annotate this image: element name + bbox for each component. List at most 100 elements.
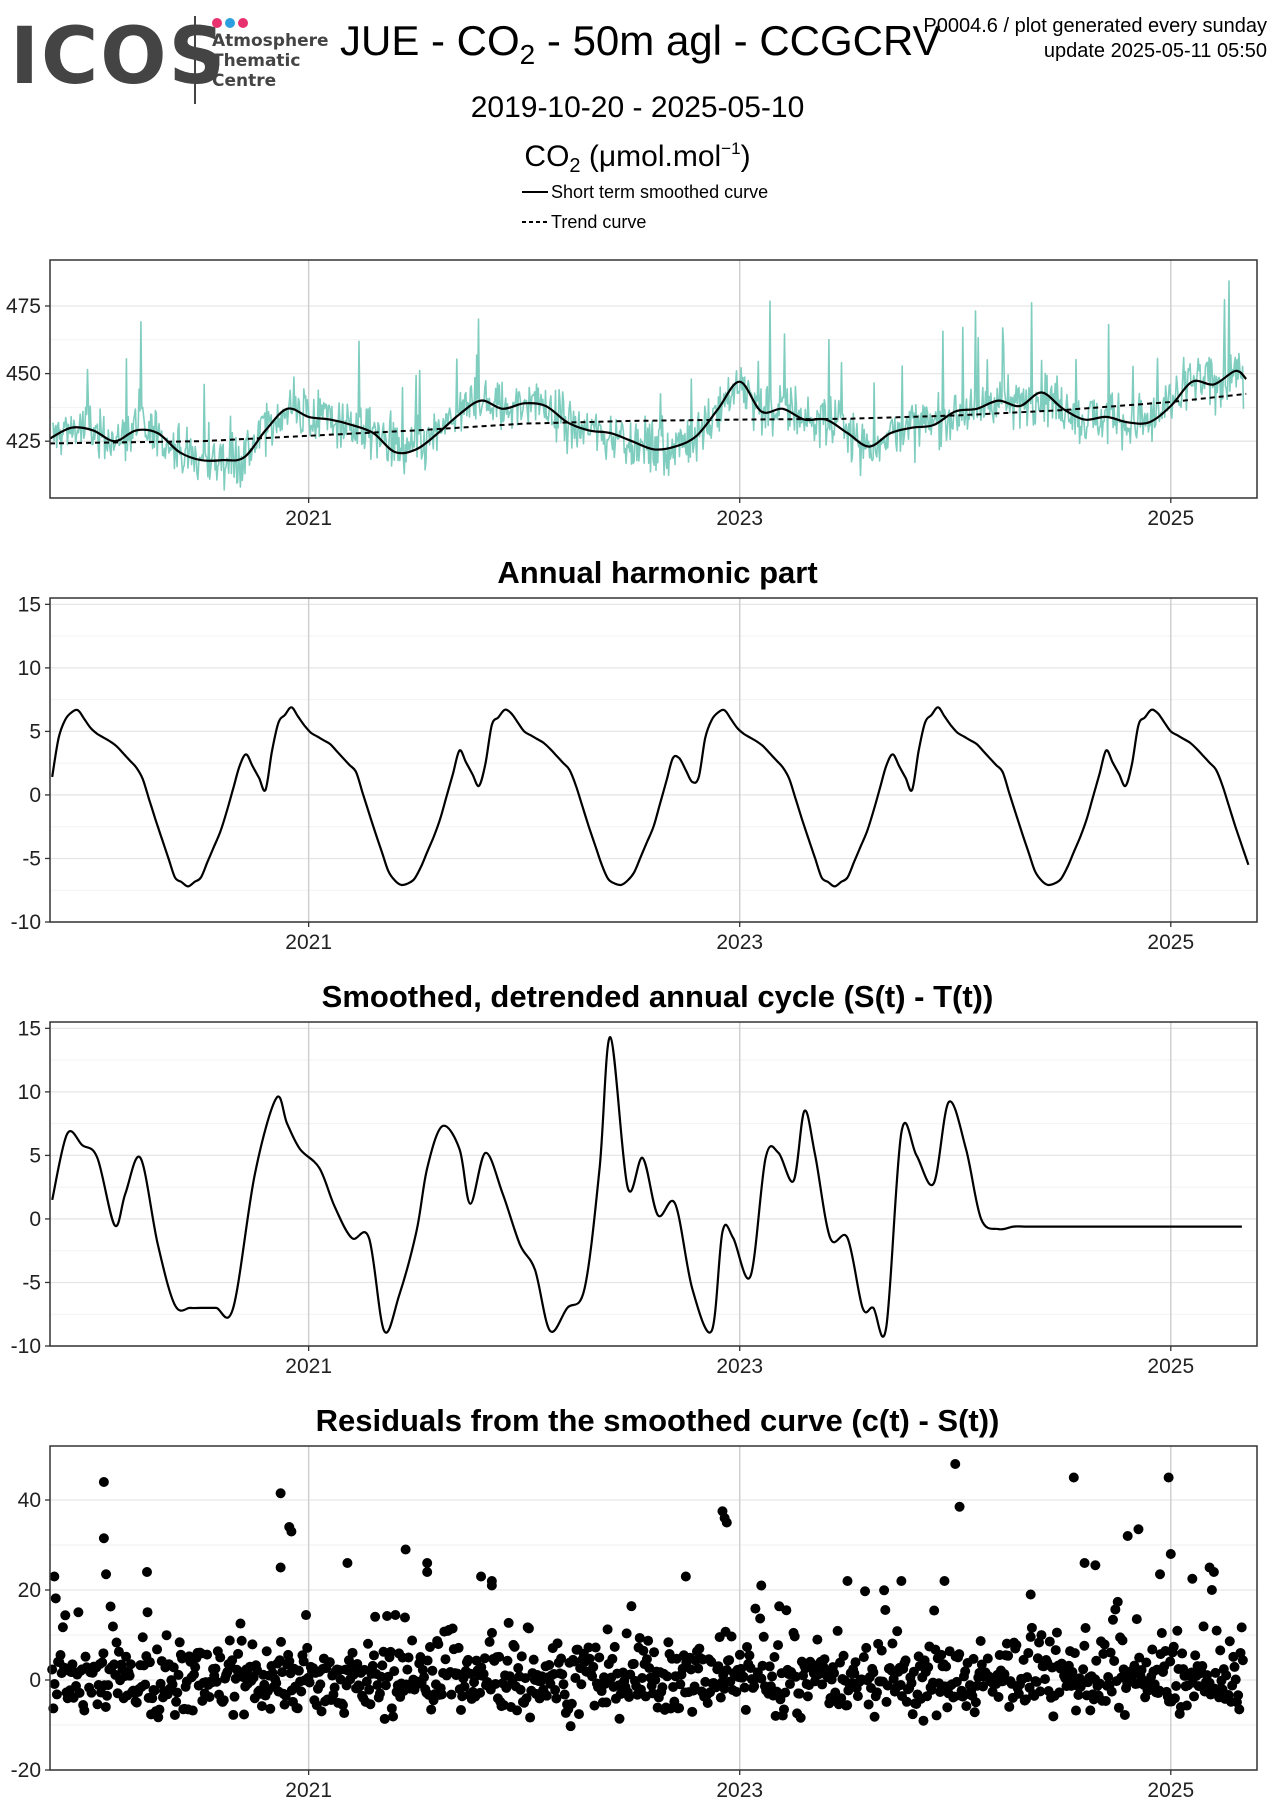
residual-point <box>755 1613 766 1624</box>
legend-label-smoothed: Short term smoothed curve <box>551 182 769 202</box>
residual-point <box>502 1655 513 1666</box>
residual-point <box>641 1654 652 1665</box>
residual-point <box>277 1667 288 1678</box>
residual-point <box>339 1708 350 1719</box>
plot-meta: P0004.6 / plot generated every sunday up… <box>923 14 1267 64</box>
residual-point <box>74 1687 85 1698</box>
residual-point <box>850 1657 861 1668</box>
residual-point <box>936 1649 947 1660</box>
x-tick-label: 2021 <box>285 1779 332 1800</box>
residual-point <box>756 1673 767 1684</box>
residual-point <box>758 1631 769 1642</box>
residual-point <box>51 1689 62 1700</box>
residual-point <box>961 1701 972 1712</box>
residual-point <box>1080 1623 1091 1634</box>
residual-point <box>215 1652 226 1663</box>
residual-point <box>50 1593 61 1604</box>
residual-point <box>153 1712 164 1723</box>
residual-point <box>614 1713 625 1724</box>
residual-point <box>556 1653 567 1664</box>
residual-point <box>140 1679 151 1690</box>
unit-subscript: 2 <box>569 155 581 177</box>
residual-point <box>239 1709 250 1720</box>
residual-point <box>494 1651 505 1662</box>
residual-point <box>829 1668 840 1679</box>
residual-point <box>380 1680 391 1691</box>
residual-point <box>1099 1639 1110 1650</box>
residual-point <box>715 1692 726 1703</box>
residual-point <box>521 1693 532 1704</box>
residual-point <box>724 1655 735 1666</box>
residual-point <box>740 1704 751 1715</box>
residual-point <box>882 1680 893 1691</box>
residual-point <box>426 1704 437 1715</box>
residual-point <box>817 1679 828 1690</box>
residual-point <box>1091 1655 1102 1666</box>
residual-point <box>1078 1664 1089 1675</box>
residual-point <box>693 1663 704 1674</box>
residual-point <box>860 1586 871 1597</box>
residual-point <box>565 1721 576 1732</box>
residual-point <box>552 1638 563 1649</box>
residual-point <box>726 1631 737 1642</box>
residual-point <box>858 1652 869 1663</box>
residual-point <box>1020 1694 1031 1705</box>
residual-point <box>879 1585 890 1596</box>
residual-point <box>1054 1687 1065 1698</box>
residual-point <box>433 1639 444 1650</box>
residual-point <box>1237 1655 1248 1666</box>
residual-point <box>1236 1622 1247 1633</box>
y-tick-label: -20 <box>11 1759 41 1782</box>
residual-point <box>501 1682 512 1693</box>
residual-point <box>422 1567 433 1577</box>
raw-co2-series <box>51 280 1245 491</box>
residual-point <box>382 1611 393 1622</box>
residual-point <box>276 1636 287 1647</box>
residual-point <box>248 1672 259 1683</box>
y-tick-label: 40 <box>18 1489 41 1512</box>
residual-point <box>941 1661 952 1672</box>
residual-point <box>352 1658 363 1669</box>
residual-point <box>634 1632 645 1643</box>
residual-point <box>931 1710 942 1721</box>
residual-point <box>211 1676 222 1687</box>
residual-point <box>842 1700 853 1711</box>
residual-point <box>419 1672 430 1683</box>
residual-point <box>769 1652 780 1663</box>
residual-point <box>1110 1604 1121 1615</box>
logo-divider <box>194 16 196 104</box>
residual-point <box>1032 1653 1043 1664</box>
residual-point <box>105 1601 116 1612</box>
panel-frame <box>49 1021 1258 1347</box>
residual-point <box>476 1571 487 1582</box>
residual-point <box>365 1699 376 1710</box>
residual-point <box>544 1660 555 1671</box>
residual-point <box>484 1636 495 1647</box>
residual-point <box>1022 1672 1033 1683</box>
panel-frame <box>49 597 1258 923</box>
residual-point <box>512 1705 523 1716</box>
residual-point <box>1117 1635 1128 1646</box>
residual-point <box>584 1653 595 1664</box>
residual-point <box>551 1693 562 1704</box>
residual-point <box>469 1677 480 1688</box>
residual-point <box>1155 1569 1166 1580</box>
smoothed-curve <box>49 369 1247 462</box>
residual-point <box>525 1712 536 1723</box>
residual-point <box>446 1689 457 1700</box>
residual-point <box>376 1671 387 1682</box>
residual-point <box>292 1703 303 1714</box>
residual-point <box>455 1705 466 1716</box>
residual-point <box>92 1699 103 1710</box>
residual-point <box>187 1705 198 1716</box>
residual-point <box>663 1637 674 1648</box>
residual-point <box>1119 1709 1130 1720</box>
residual-point <box>849 1668 860 1679</box>
residual-point <box>721 1517 732 1528</box>
detrended-cycle-curve <box>51 1036 1242 1338</box>
residual-point <box>590 1642 601 1653</box>
residual-point <box>731 1686 742 1697</box>
residual-point <box>1109 1655 1120 1666</box>
residual-point <box>1208 1567 1219 1577</box>
residual-point <box>1169 1693 1180 1704</box>
